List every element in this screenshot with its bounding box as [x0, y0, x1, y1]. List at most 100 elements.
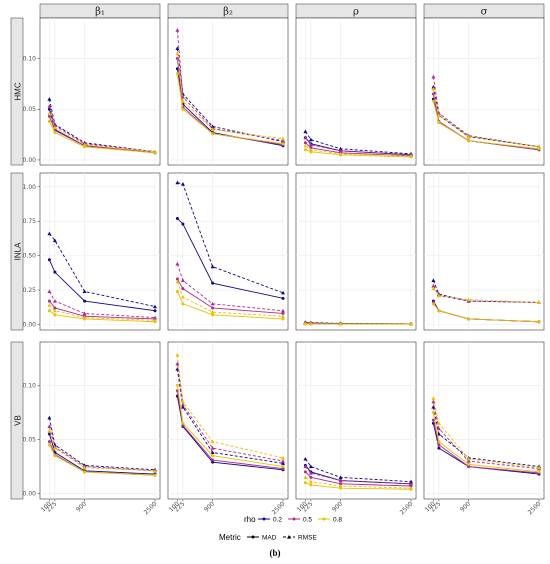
- data-point-circle: [175, 277, 179, 281]
- series-line: [432, 412, 540, 473]
- panel-background: [167, 17, 289, 166]
- data-point-circle: [537, 320, 541, 324]
- data-point-circle: [47, 309, 51, 313]
- data-point-circle: [175, 289, 179, 293]
- data-point-triangle: [466, 459, 471, 463]
- data-point-circle: [47, 119, 51, 123]
- data-point-triangle: [466, 456, 471, 461]
- data-point-circle: [53, 131, 57, 135]
- data-point-triangle: [436, 113, 441, 117]
- data-point-triangle: [210, 439, 215, 444]
- data-point-circle: [309, 483, 313, 487]
- data-point-triangle: [52, 446, 57, 450]
- data-point-circle: [211, 306, 215, 310]
- series-line: [432, 101, 540, 150]
- series-line: [48, 113, 156, 153]
- data-point-triangle: [180, 402, 185, 407]
- data-point-triangle: [338, 475, 343, 479]
- data-point-triangle: [153, 318, 157, 322]
- series-line: [433, 285, 540, 303]
- series-line: [48, 426, 156, 472]
- data-point-triangle: [303, 464, 308, 469]
- data-point-triangle: [338, 146, 343, 151]
- data-point-triangle: [308, 137, 313, 142]
- data-point-triangle: [431, 278, 436, 283]
- data-point-triangle: [303, 321, 308, 326]
- legend-metric-title: Metric: [219, 533, 241, 542]
- series-line: [176, 390, 284, 470]
- panel-background: [295, 17, 417, 166]
- series-line: [305, 465, 412, 485]
- x-tick-label: 900: [331, 500, 344, 513]
- data-point-triangle: [281, 455, 285, 460]
- series-line: [433, 303, 540, 323]
- data-point-circle: [175, 72, 179, 76]
- series-line: [432, 419, 540, 474]
- data-point-triangle: [153, 304, 157, 309]
- data-point-triangle: [308, 321, 313, 326]
- y-tick-label: 0.00: [23, 321, 37, 328]
- data-point-triangle: [281, 459, 285, 463]
- data-point-triangle: [47, 424, 52, 429]
- legend-rho-title: rho: [244, 515, 256, 524]
- y-tick-label: 0.10: [23, 56, 37, 63]
- y-tick-label: 0.00: [23, 157, 37, 164]
- data-point-circle: [309, 475, 313, 479]
- data-point-circle: [281, 296, 285, 300]
- data-point-circle: [47, 443, 51, 447]
- series-line: [48, 417, 156, 471]
- y-tick-label: 0.00: [23, 491, 37, 498]
- series-line: [305, 142, 412, 157]
- data-point-triangle: [153, 149, 157, 154]
- data-point-circle: [437, 120, 441, 124]
- y-tick-label: 0.10: [23, 382, 37, 389]
- data-point-circle: [467, 139, 471, 143]
- data-point-triangle: [47, 415, 52, 420]
- data-point-circle: [181, 302, 185, 306]
- series-line: [48, 106, 156, 153]
- data-point-circle: [211, 454, 215, 458]
- data-point-triangle: [180, 278, 185, 283]
- y-tick-label: 0.50: [23, 253, 37, 260]
- series-line: [49, 291, 156, 319]
- series-line: [48, 444, 156, 476]
- data-point-triangle: [338, 148, 343, 153]
- facet-panel: [167, 17, 289, 166]
- data-point-triangle: [153, 468, 157, 473]
- legend-metric-label: MAD: [262, 535, 277, 542]
- data-point-triangle: [210, 310, 215, 314]
- series-line: [305, 323, 412, 325]
- legend-metric-swatch-point: [287, 535, 291, 539]
- data-point-circle: [281, 311, 285, 315]
- data-point-triangle: [210, 446, 215, 450]
- panel-background: [423, 341, 545, 500]
- data-point-triangle: [82, 142, 87, 147]
- data-point-triangle: [52, 308, 57, 313]
- legend: rho 0.2 0.5 0.8 Metric MAD RMSE: [219, 515, 342, 542]
- data-point-circle: [181, 421, 185, 425]
- series-line: [176, 354, 284, 459]
- data-point-triangle: [303, 456, 308, 461]
- data-point-triangle: [210, 264, 215, 269]
- data-point-triangle: [52, 238, 57, 243]
- facet-panel: [423, 17, 545, 166]
- series-line: [48, 99, 156, 153]
- facet-panel: [39, 17, 161, 166]
- data-point-triangle: [466, 297, 471, 302]
- data-point-triangle: [338, 478, 343, 483]
- facet-panel: [295, 17, 417, 166]
- data-point-triangle: [180, 404, 185, 409]
- data-point-triangle: [82, 311, 87, 316]
- series-line: [432, 423, 540, 475]
- data-point-triangle: [47, 104, 52, 108]
- figure-caption: (b): [270, 548, 281, 558]
- series-line: [176, 363, 284, 462]
- series-line: [176, 48, 284, 143]
- data-point-triangle: [308, 142, 313, 147]
- legend-rho-label: 0.5: [303, 517, 312, 524]
- data-point-triangle: [47, 303, 52, 307]
- y-tick-label: 1.00: [23, 184, 37, 191]
